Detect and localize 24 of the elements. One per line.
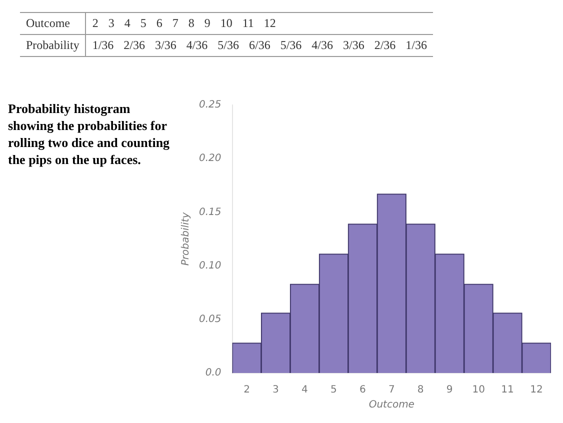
- x-tick-label: 10: [472, 384, 485, 396]
- x-tick-label: 7: [388, 384, 395, 396]
- y-tick-label: 0.0: [205, 368, 222, 379]
- x-tick-label: 2: [244, 384, 250, 396]
- y-tick-label: 0.05: [199, 314, 222, 325]
- y-axis-title: Probability: [180, 211, 192, 266]
- x-tick-label: 6: [359, 384, 366, 396]
- text: 1/36 2/36 3/36 4/36 5/36 6/36 5/36 4/36 3/36 2/36 1/36: [91, 37, 428, 54]
- text: Probability histogram showing the probabilities for rolling two dice and counting the pips on the up faces.: [8, 100, 171, 168]
- x-tick-label: 5: [330, 384, 337, 396]
- text: 2 3 4 5 6 7 8 9 10 11 12: [91, 15, 277, 32]
- text: Outcome: [20, 12, 86, 34]
- x-tick-label: 4: [302, 384, 308, 396]
- text: Probability: [20, 34, 86, 56]
- y-tick-label: 0.25: [199, 100, 222, 111]
- y-tick-label: 0.15: [199, 206, 222, 218]
- x-tick-label: 12: [530, 384, 543, 396]
- x-tick-label: 3: [272, 384, 279, 396]
- x-tick-label: 11: [501, 384, 514, 396]
- x-tick-label: 8: [417, 384, 424, 396]
- x-axis-title: Outcome: [368, 400, 414, 411]
- y-tick-label: 0.10: [199, 260, 222, 272]
- x-tick-label: 9: [446, 384, 453, 396]
- y-tick-label: 0.20: [199, 153, 222, 164]
